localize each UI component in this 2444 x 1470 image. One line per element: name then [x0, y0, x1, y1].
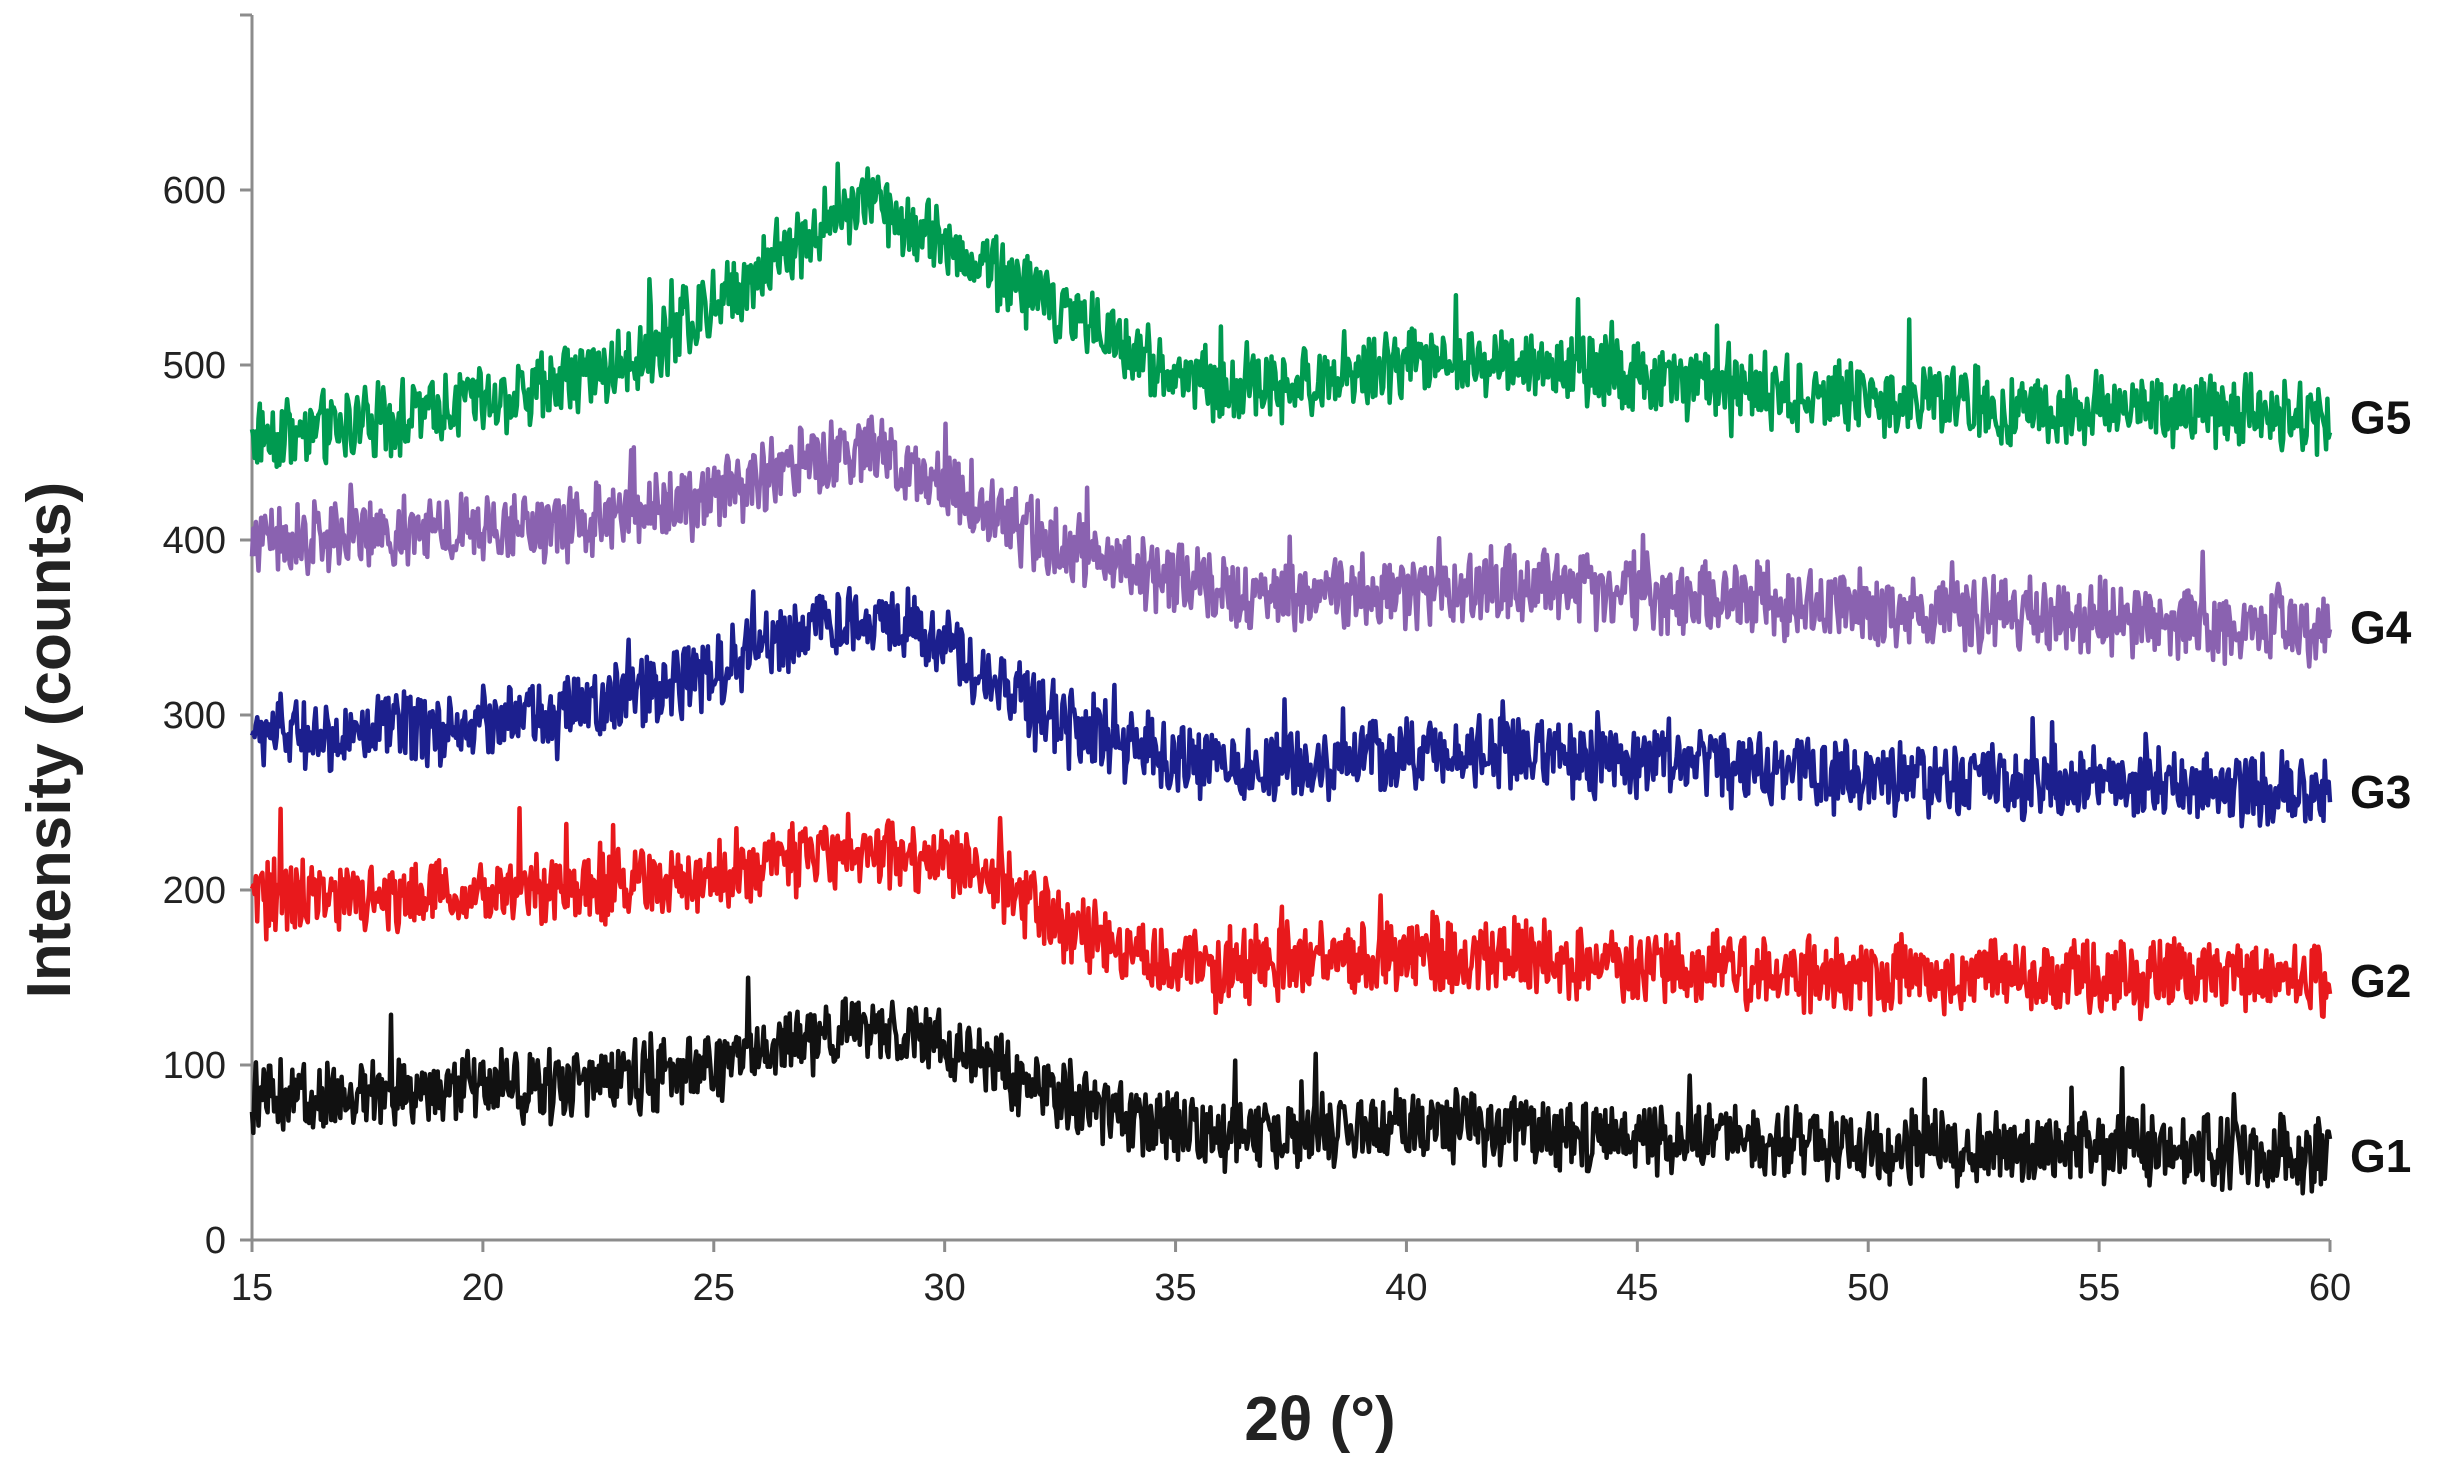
y-axis-title: Intensity (counts) [15, 482, 84, 999]
series-label-g4: G4 [2350, 602, 2412, 654]
series-group [249, 161, 2333, 1196]
y-tick-label: 100 [163, 1045, 226, 1087]
series-label-g2: G2 [2350, 955, 2411, 1007]
x-tick-label: 40 [1385, 1267, 1427, 1309]
series-label-g3: G3 [2350, 766, 2411, 818]
y-tick-label: 200 [163, 870, 226, 912]
x-tick-label: 35 [1154, 1267, 1196, 1309]
series-line-g2 [249, 805, 2333, 1022]
series-line-g3 [249, 585, 2333, 829]
y-tick-label: 500 [163, 345, 226, 387]
x-axis-title: 2θ (°) [1244, 1385, 1395, 1454]
x-tick-label: 55 [2078, 1267, 2120, 1309]
series-label-g5: G5 [2350, 392, 2411, 444]
x-tick-label: 45 [1616, 1267, 1658, 1309]
x-tick-label: 25 [693, 1267, 735, 1309]
series-line-g4 [249, 414, 2333, 669]
y-tick-label: 300 [163, 695, 226, 737]
x-tick-label: 30 [924, 1267, 966, 1309]
x-tick-label: 60 [2309, 1267, 2351, 1309]
series-label-g1: G1 [2350, 1130, 2411, 1182]
x-tick-label: 20 [462, 1267, 504, 1309]
series-line-g1 [249, 975, 2333, 1196]
series-line-g5 [249, 161, 2333, 469]
series-labels: G5 G4 G3 G2 G1 [2350, 392, 2412, 1183]
y-tick-label: 400 [163, 520, 226, 562]
x-tick-label: 50 [1847, 1267, 1889, 1309]
y-tick-label: 0 [205, 1220, 226, 1262]
y-tick-label: 600 [163, 170, 226, 212]
x-tick-label: 15 [231, 1267, 273, 1309]
